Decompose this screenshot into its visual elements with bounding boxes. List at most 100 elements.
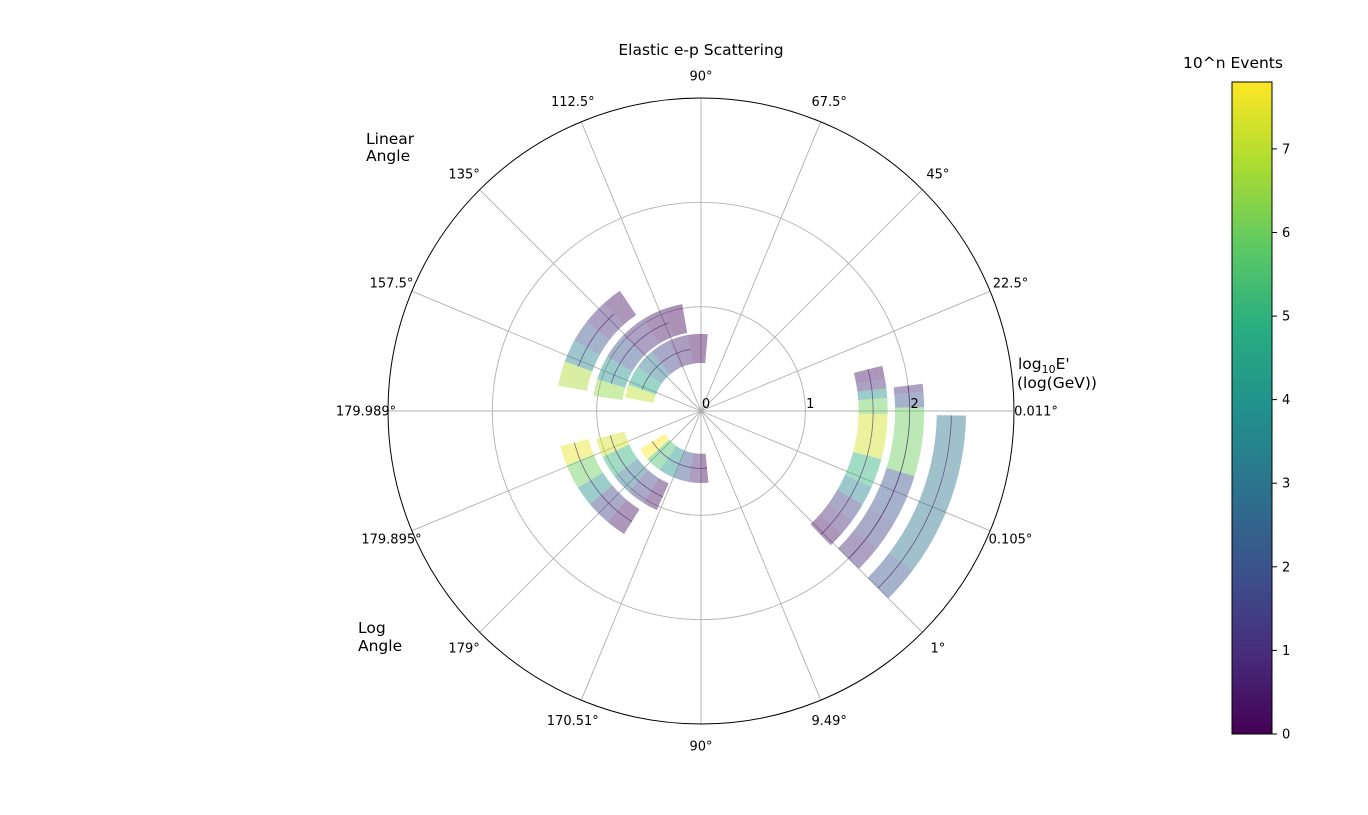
colorbar-tick-label: 3 <box>1282 477 1290 492</box>
colorbar-tick-label: 2 <box>1282 560 1290 575</box>
colorbar-gradient <box>1231 81 1273 735</box>
heat-cell <box>607 499 640 534</box>
heat-cell <box>597 356 633 388</box>
angular-gridline <box>479 189 702 412</box>
colorbar-tick-label: 7 <box>1282 142 1290 157</box>
polar-frame <box>387 97 1015 725</box>
heat-cell <box>838 530 877 569</box>
heat-cell <box>607 335 644 372</box>
heat-cell <box>589 485 627 523</box>
band-trace <box>848 385 911 559</box>
heat-cell <box>819 503 853 534</box>
colorbar-tick-label: 0 <box>1282 728 1290 743</box>
radial-axis-label: log10E' (log(GeV)) <box>1017 355 1097 392</box>
heat-cell <box>604 290 637 325</box>
cell-band <box>558 290 637 391</box>
heat-cell <box>651 341 681 375</box>
heat-cell <box>564 340 600 372</box>
heat-cell <box>625 384 656 403</box>
radial-axis-label-rest: E' <box>1056 355 1070 373</box>
heat-cell <box>647 439 677 470</box>
radial-tick-label: 1 <box>806 397 814 412</box>
band-trace <box>609 435 663 498</box>
angular-tick-label: 170.51° <box>547 714 599 729</box>
radial-axis-label-sub: 10 <box>1042 363 1056 376</box>
angular-gridline <box>700 290 991 412</box>
angular-tick-label: 135° <box>448 168 479 183</box>
upper-half-label-line1: Linear <box>366 130 415 148</box>
angular-gridline <box>580 410 702 701</box>
cell-band <box>596 431 669 511</box>
colorbar-title: 10^n Events <box>1183 54 1283 72</box>
heat-cell <box>628 366 662 395</box>
angular-gridline <box>411 290 702 412</box>
band-trace <box>641 349 691 390</box>
angular-tick-label: 0.105° <box>989 533 1033 548</box>
heat-cell <box>602 444 638 477</box>
heat-cell <box>668 335 693 368</box>
angular-gridline <box>580 121 702 412</box>
heat-cell <box>593 379 626 400</box>
angular-tick-label: 112.5° <box>551 95 595 110</box>
cell-band <box>867 415 966 599</box>
angular-gridline <box>411 410 702 532</box>
heat-cell <box>687 333 708 364</box>
cell-band <box>838 383 925 569</box>
heat-cell <box>659 446 685 478</box>
band-trace <box>574 442 633 522</box>
upper-half-label: Linear Angle <box>366 130 419 165</box>
angular-tick-label: 67.5° <box>811 95 846 110</box>
angular-tick-label: 22.5° <box>993 276 1028 291</box>
heat-cell <box>639 433 670 460</box>
heat-cell <box>853 413 888 460</box>
tick-labels: 0.011° 22.5° 45° 67.5° 90° 112.5° 135° 157.5° 17… <box>336 70 1058 755</box>
radial-gridline <box>596 306 806 516</box>
heat-cell <box>893 407 925 443</box>
band-trace <box>578 313 614 367</box>
angular-gridline <box>700 189 923 412</box>
heat-cell <box>586 303 624 340</box>
radial-tick-label: 2 <box>911 397 919 412</box>
heat-cell <box>914 415 966 523</box>
colorbar-tick-label: 4 <box>1282 393 1290 408</box>
angular-tick-label: 90° <box>689 740 712 755</box>
colorbar-ticks: 0 1 2 3 4 5 6 7 <box>1272 142 1290 743</box>
heat-cell <box>663 304 688 337</box>
heat-cell <box>643 309 674 344</box>
polar-grid <box>387 97 1015 725</box>
angular-tick-label: 9.49° <box>811 714 846 729</box>
heat-cell <box>578 472 613 505</box>
colorbar-tick-label: 5 <box>1282 310 1290 325</box>
angular-gridline <box>700 410 822 701</box>
cell-band <box>639 433 709 483</box>
cell-band <box>625 333 708 403</box>
cell-band <box>593 304 688 400</box>
lower-half-label: Log Angle <box>358 619 402 655</box>
radial-axis-label-log: log <box>1018 355 1042 373</box>
heat-cell <box>558 361 593 391</box>
band-trace <box>877 415 952 589</box>
heat-cell <box>637 351 671 384</box>
heat-cell <box>596 431 630 457</box>
heat-cells <box>558 290 966 599</box>
heat-cell <box>628 469 659 503</box>
angular-tick-label: 179.895° <box>361 533 421 548</box>
heat-cell <box>622 319 659 356</box>
radial-axis-label-unit: (log(GeV)) <box>1017 374 1097 392</box>
angular-gridline <box>479 410 702 633</box>
heat-cell <box>643 478 669 511</box>
colorbar-tick-label: 1 <box>1282 644 1290 659</box>
angular-tick-label: 0.011° <box>1014 405 1058 420</box>
upper-half-label-line2: Angle <box>366 147 410 165</box>
heat-cell <box>566 454 603 488</box>
angular-gridline <box>700 121 822 412</box>
chart-title: Elastic e-p Scattering <box>618 41 783 59</box>
angular-tick-label: 45° <box>926 168 949 183</box>
heat-cell <box>853 508 895 549</box>
cell-band <box>810 365 888 546</box>
heat-cell <box>574 321 610 355</box>
heat-cell <box>674 450 694 482</box>
heat-cell <box>810 514 842 546</box>
band-trace <box>610 322 670 384</box>
heat-cell <box>614 458 648 492</box>
